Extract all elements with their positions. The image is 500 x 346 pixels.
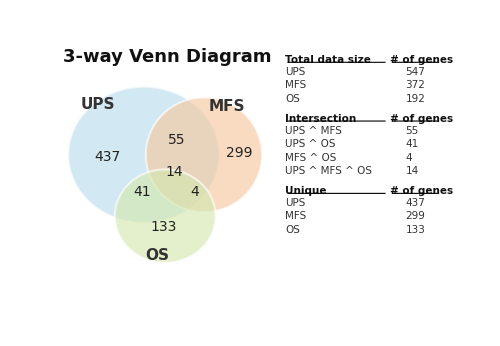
Text: MFS: MFS	[286, 211, 306, 221]
Text: # of genes: # of genes	[390, 186, 453, 196]
Ellipse shape	[68, 87, 220, 223]
Text: 372: 372	[406, 80, 425, 90]
Text: 4: 4	[190, 185, 198, 199]
Text: # of genes: # of genes	[390, 113, 453, 124]
Text: OS: OS	[286, 94, 300, 104]
Text: 133: 133	[406, 225, 425, 235]
Text: 437: 437	[406, 198, 425, 208]
Text: UPS: UPS	[286, 198, 306, 208]
Text: UPS: UPS	[286, 67, 306, 77]
Text: MFS: MFS	[286, 80, 306, 90]
Text: 14: 14	[406, 166, 418, 176]
Text: MFS: MFS	[209, 99, 246, 114]
Text: Total data size: Total data size	[286, 55, 371, 65]
Text: 547: 547	[406, 67, 425, 77]
Text: UPS: UPS	[80, 97, 114, 112]
Text: OS: OS	[286, 225, 300, 235]
Text: OS: OS	[146, 248, 170, 264]
Text: 4: 4	[406, 153, 412, 163]
Text: 3-way Venn Diagram: 3-way Venn Diagram	[63, 48, 272, 66]
Text: UPS ^ MFS: UPS ^ MFS	[286, 126, 342, 136]
Text: 299: 299	[226, 146, 252, 161]
Text: 437: 437	[94, 151, 120, 164]
Text: 55: 55	[406, 126, 418, 136]
Text: 55: 55	[168, 133, 186, 147]
Text: Unique: Unique	[286, 186, 327, 196]
Text: UPS ^ OS: UPS ^ OS	[286, 139, 336, 149]
Text: # of genes: # of genes	[390, 55, 453, 65]
Text: 299: 299	[406, 211, 425, 221]
Ellipse shape	[146, 98, 262, 212]
Text: MFS ^ OS: MFS ^ OS	[286, 153, 337, 163]
Text: 41: 41	[133, 185, 151, 199]
Text: 133: 133	[151, 220, 177, 234]
Text: UPS ^ MFS ^ OS: UPS ^ MFS ^ OS	[286, 166, 372, 176]
Text: 14: 14	[166, 165, 183, 179]
Text: 192: 192	[406, 94, 425, 104]
Text: 41: 41	[406, 139, 418, 149]
Text: Intersection: Intersection	[286, 113, 356, 124]
Ellipse shape	[115, 170, 216, 263]
